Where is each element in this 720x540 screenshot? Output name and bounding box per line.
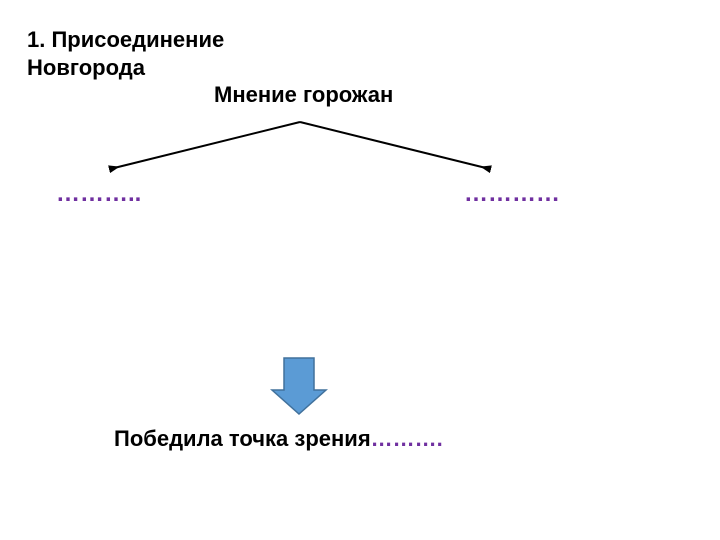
branch-right-text: ………… (464, 180, 560, 207)
result-line: Победила точка зрения………. (114, 426, 443, 452)
split-arrows (0, 0, 720, 540)
result-prefix: Победила точка зрения (114, 426, 371, 451)
branch-left-text: ……….. (56, 180, 141, 207)
result-suffix: ………. (371, 426, 443, 451)
branch-line-right (300, 122, 490, 169)
branch-left-label: ……….. (56, 180, 141, 208)
slide: 1. Присоединение Новгорода Мнение горожа… (0, 0, 720, 540)
branch-line-left (110, 122, 300, 169)
branch-right-label: ………… (464, 180, 560, 208)
